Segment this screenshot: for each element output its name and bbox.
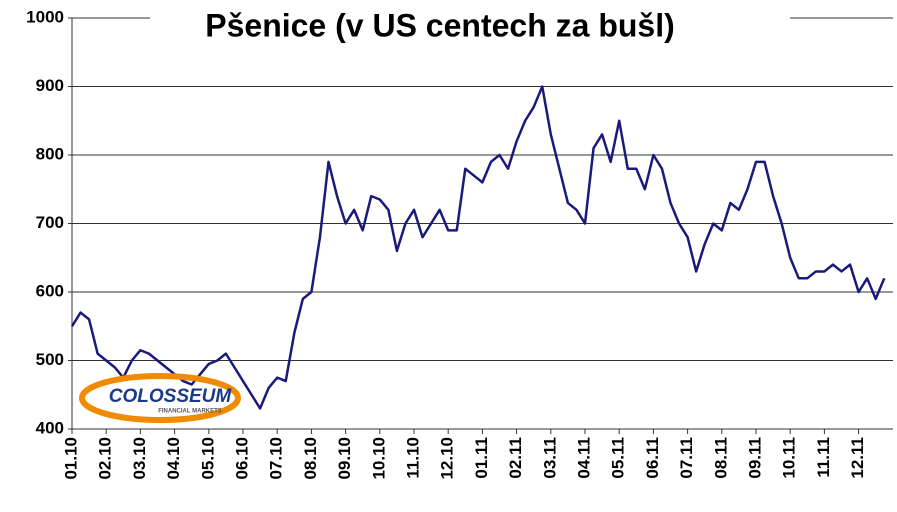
x-tick-label: 02.10 xyxy=(96,437,115,480)
x-tick-label: 11.11 xyxy=(814,437,833,478)
x-tick-label: 02.11 xyxy=(506,437,525,479)
x-tick-label: 12.11 xyxy=(848,437,867,479)
y-tick-label: 500 xyxy=(36,350,64,369)
x-tick-label: 08.10 xyxy=(301,437,320,480)
x-tick-label: 07.10 xyxy=(267,437,286,480)
x-tick-label: 03.11 xyxy=(540,437,559,479)
y-tick-label: 800 xyxy=(36,144,64,163)
x-tick-label: 04.10 xyxy=(164,437,183,480)
logo-subtext: FINANCIAL MARKETS xyxy=(158,409,222,415)
y-tick-label: 600 xyxy=(36,281,64,300)
x-tick-label: 09.11 xyxy=(745,437,764,479)
y-tick-label: 1000 xyxy=(26,7,64,26)
y-tick-label: 400 xyxy=(36,418,64,437)
x-tick-label: 11.10 xyxy=(403,437,422,479)
x-tick-label: 03.10 xyxy=(130,437,149,480)
x-tick-label: 10.10 xyxy=(369,437,388,480)
x-tick-label: 05.11 xyxy=(609,437,628,479)
x-tick-label: 08.11 xyxy=(711,437,730,479)
chart-title: Pšenice (v US centech za bušl) xyxy=(205,7,675,43)
x-tick-label: 12.10 xyxy=(438,437,457,480)
y-tick-label: 700 xyxy=(36,213,64,232)
x-tick-label: 04.11 xyxy=(574,437,593,479)
x-tick-label: 01.10 xyxy=(61,437,80,480)
x-tick-label: 09.10 xyxy=(335,437,354,480)
x-tick-label: 06.10 xyxy=(232,437,251,480)
x-tick-label: 01.11 xyxy=(472,437,491,479)
x-tick-label: 07.11 xyxy=(677,437,696,479)
y-tick-label: 900 xyxy=(36,76,64,95)
line-series xyxy=(70,85,886,410)
x-tick-label: 10.11 xyxy=(780,437,799,479)
logo-text: COLOSSEUM xyxy=(109,386,233,407)
logo: COLOSSEUM FINANCIAL MARKETS xyxy=(79,373,241,423)
x-tick-label: 06.11 xyxy=(643,437,662,479)
logo-swoosh xyxy=(79,373,241,423)
x-tick-label: 05.10 xyxy=(198,437,217,480)
title-bg xyxy=(150,4,790,46)
